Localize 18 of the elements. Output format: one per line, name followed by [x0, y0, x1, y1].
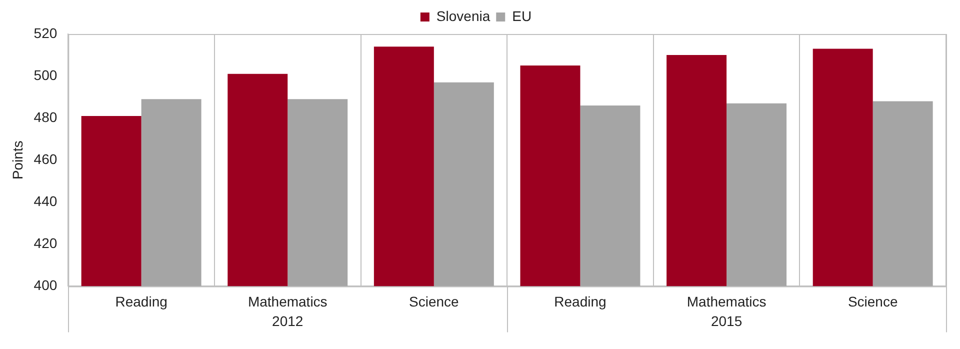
x-tick-label: Reading [554, 293, 606, 310]
y-tick-label: 480 [34, 108, 58, 125]
y-tick-label: 420 [34, 235, 58, 252]
y-tick-label: 460 [34, 150, 58, 167]
x-tick-label: Mathematics [686, 293, 766, 310]
y-tick-label: 520 [34, 24, 58, 41]
x-tick-label: Science [848, 293, 898, 310]
legend-label: Slovenia [436, 8, 490, 24]
y-axis-title: Points [9, 140, 26, 180]
y-tick-label: 500 [34, 66, 58, 83]
x-tick-label: Mathematics [248, 293, 328, 310]
text: 2015 [710, 313, 742, 330]
x-tick-label: Reading [115, 293, 168, 310]
y-tick-label: 440 [34, 192, 58, 209]
y-tick-label: 400 [34, 277, 58, 294]
legend-label: EU [512, 8, 532, 24]
text: 2012 [272, 313, 304, 330]
x-tick-label: Science [409, 293, 460, 310]
